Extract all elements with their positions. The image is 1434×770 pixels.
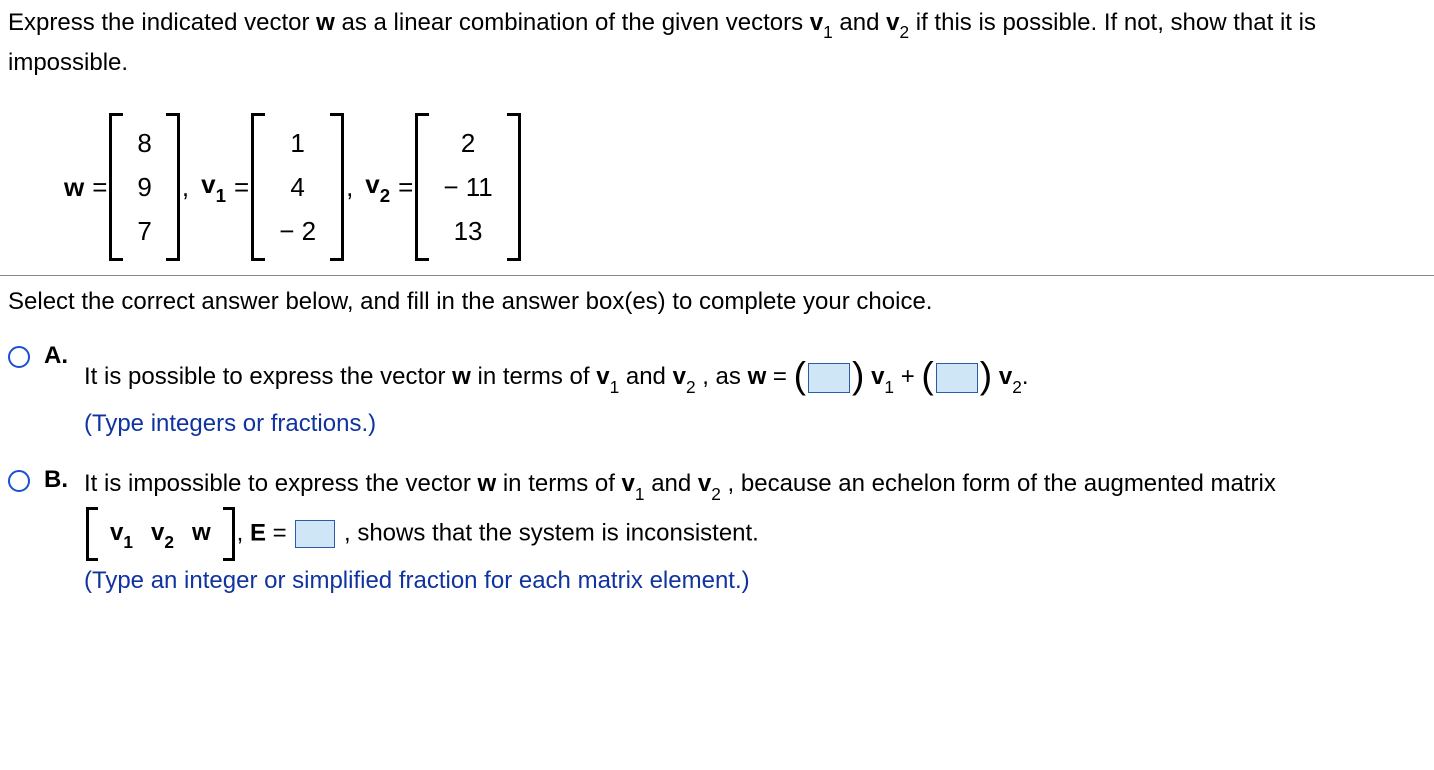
paren-close: ) (980, 354, 992, 396)
choice-a-body: It is possible to express the vector w i… (84, 340, 1426, 444)
period: . (1022, 363, 1029, 390)
bracket-left (251, 113, 265, 262)
text: , as (702, 363, 747, 390)
sub: 1 (610, 377, 620, 397)
v2-label: v2 (365, 169, 390, 204)
v2-entry: − 11 (443, 165, 492, 209)
comma: , (237, 519, 250, 546)
text: , because an echelon form of the augment… (728, 470, 1276, 497)
w-column: 8 9 7 (123, 113, 165, 262)
bracket-left (109, 113, 123, 262)
instruction: Select the correct answer below, and fil… (0, 286, 1434, 340)
w-vector: 8 9 7 (109, 113, 179, 262)
paren-close: ) (852, 354, 864, 396)
matrix-e: E (250, 519, 266, 546)
v2-column: 2 − 11 13 (429, 113, 506, 262)
vector-w: w (748, 363, 767, 390)
bracket-right (166, 113, 180, 262)
v2-entry: 2 (443, 121, 492, 165)
choice-b-hint: (Type an integer or simplified fraction … (84, 567, 750, 594)
vector-definitions: w = 8 9 7 , v1 = 1 4 − 2 , v2 = 2 − 11 1… (60, 113, 1434, 262)
vector-v2: v (886, 9, 899, 36)
matrix-w: w (192, 513, 211, 554)
v2-entry: 13 (443, 209, 492, 253)
sub: 2 (1012, 377, 1022, 397)
divider (0, 275, 1434, 276)
w-entry: 7 (137, 209, 151, 253)
vector-w: w (478, 470, 497, 497)
choice-a-letter: A. (44, 340, 70, 370)
choice-a-hint: (Type integers or fractions.) (84, 410, 376, 437)
w-label: w (64, 172, 84, 203)
prompt-and: and (839, 9, 886, 36)
v1-vector: 1 4 − 2 (251, 113, 344, 262)
equals: = (234, 172, 249, 203)
paren-open: ( (794, 354, 806, 396)
choice-b-letter: B. (44, 464, 70, 494)
matrix-v2: v2 (151, 513, 174, 555)
choice-a: A. It is possible to express the vector … (8, 340, 1426, 444)
sub: 2 (711, 484, 721, 504)
vector-w: w (452, 363, 471, 390)
subscript-2: 2 (899, 22, 909, 42)
prompt-text: Express the indicated vector (8, 9, 316, 36)
equals: = (773, 363, 794, 390)
matrix-v1: v1 (110, 513, 133, 555)
radio-a[interactable] (8, 346, 30, 368)
v1-column: 1 4 − 2 (265, 113, 330, 262)
choice-b: B. It is impossible to express the vecto… (8, 464, 1426, 601)
choice-b-body: It is impossible to express the vector w… (84, 464, 1426, 601)
vector-v1: v (622, 470, 635, 497)
vector-v1: v (596, 363, 609, 390)
vector-v2: v (673, 363, 686, 390)
bracket-right (507, 113, 521, 262)
v1-entry: 1 (279, 121, 316, 165)
coef-v2-input[interactable] (936, 363, 978, 393)
paren-open: ( (921, 354, 933, 396)
comma: , (182, 172, 189, 203)
bracket-left (86, 507, 98, 561)
plus: + (901, 363, 922, 390)
v2-vector: 2 − 11 13 (415, 113, 520, 262)
answer-choices: A. It is possible to express the vector … (0, 340, 1434, 633)
w-entry: 9 (137, 165, 151, 209)
text: , shows that the system is inconsistent. (344, 519, 759, 546)
sub: 1 (635, 484, 645, 504)
bracket-right (223, 507, 235, 561)
bracket-left (415, 113, 429, 262)
vector-v1: v (871, 363, 884, 390)
equals: = (92, 172, 107, 203)
text: It is possible to express the vector (84, 363, 452, 390)
augmented-matrix: v1 v2 w (86, 507, 235, 561)
text: in terms of (503, 470, 622, 497)
vector-v1: v (810, 9, 823, 36)
text: and (626, 363, 673, 390)
w-entry: 8 (137, 121, 151, 165)
matrix-cells: v1 v2 w (98, 507, 223, 561)
radio-b[interactable] (8, 470, 30, 492)
prompt-text: as a linear combination of the given vec… (342, 9, 810, 36)
text: and (651, 470, 698, 497)
sub: 1 (884, 377, 894, 397)
coef-v1-input[interactable] (808, 363, 850, 393)
v1-label: v1 (201, 169, 226, 204)
text: It is impossible to express the vector (84, 470, 478, 497)
vector-v2: v (999, 363, 1012, 390)
bracket-right (330, 113, 344, 262)
echelon-input[interactable] (295, 520, 335, 548)
v1-entry: 4 (279, 165, 316, 209)
question-prompt: Express the indicated vector w as a line… (0, 0, 1434, 91)
comma: , (346, 172, 353, 203)
vector-w: w (316, 9, 335, 36)
vector-v2: v (698, 470, 711, 497)
subscript-1: 1 (823, 22, 833, 42)
sub: 2 (686, 377, 696, 397)
text: in terms of (478, 363, 597, 390)
v1-entry: − 2 (279, 209, 316, 253)
equals: = (273, 519, 294, 546)
equals: = (398, 172, 413, 203)
